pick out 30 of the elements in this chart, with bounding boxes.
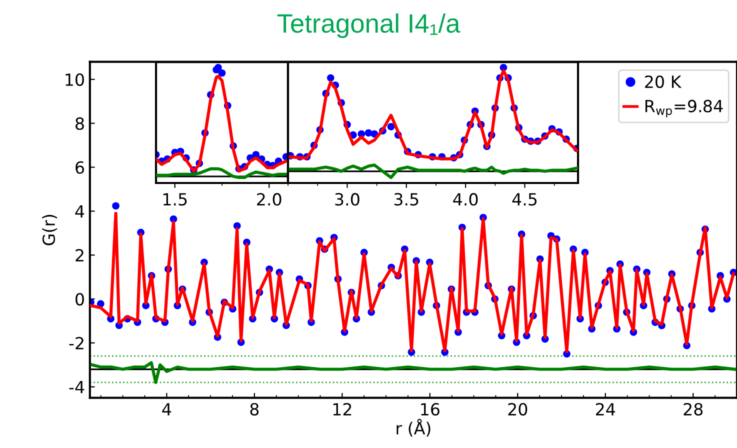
x-tick-label: 24 [596, 402, 616, 416]
y-tick-label: 4 [75, 205, 84, 218]
x-tick-label: 4 [162, 403, 172, 416]
x-tick-label: 3.0 [335, 193, 360, 206]
x-tick-label: 20 [508, 402, 528, 416]
x-tick-label: 4.0 [453, 193, 478, 206]
x-tick-label: 4.5 [512, 193, 537, 206]
point [218, 69, 226, 77]
y-tick-label: 8 [76, 117, 84, 130]
x-axis-title: r (Å) [396, 418, 430, 437]
x-tick-label: 16 [421, 402, 440, 416]
x-tick-label: 12 [333, 402, 352, 416]
y-tick-label: 6 [76, 161, 84, 174]
point [326, 74, 334, 82]
y-axis-title: G(r) [42, 214, 58, 246]
y-tick-label: 0 [76, 292, 84, 306]
x-tick-label: 3.5 [394, 193, 418, 206]
y-tick-label: -4 [69, 381, 84, 394]
x-tick-label: 8 [250, 402, 259, 416]
y-tick-label: 10 [66, 73, 84, 86]
point [387, 123, 395, 130]
y-tick-label: 2 [76, 249, 84, 262]
legend-label: 20 K [645, 75, 682, 88]
line-series [90, 361, 736, 384]
chart-title: Tetragonal I4₁/a [277, 13, 460, 38]
x-tick-label: 28 [684, 402, 703, 416]
legend-label: R$_{wp}$=9.84 [645, 100, 723, 118]
x-tick-label: 2.0 [257, 193, 282, 206]
y-tick-label: -2 [69, 336, 84, 350]
x-tick-label: 1.5 [163, 193, 187, 206]
